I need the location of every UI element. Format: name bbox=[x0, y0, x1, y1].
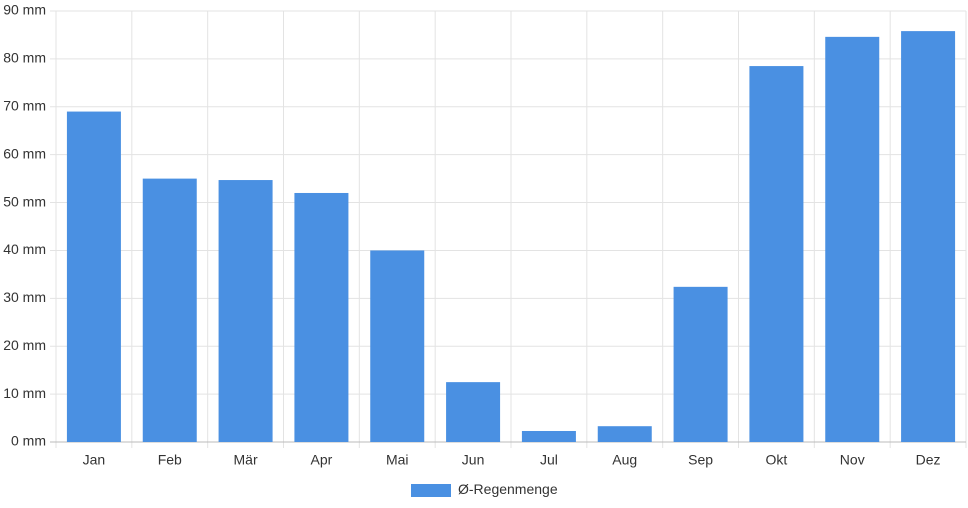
bar bbox=[218, 180, 273, 442]
y-tick-label: 0 mm bbox=[11, 433, 46, 449]
bar bbox=[446, 382, 501, 442]
x-tick-label: Feb bbox=[158, 452, 182, 468]
x-tick-label: Dez bbox=[916, 452, 941, 468]
y-tick-label: 40 mm bbox=[3, 241, 46, 257]
bar bbox=[370, 250, 425, 442]
bar bbox=[597, 426, 652, 442]
x-tick-label: Sep bbox=[688, 452, 713, 468]
bar bbox=[749, 66, 804, 443]
y-tick-label: 30 mm bbox=[3, 289, 46, 305]
legend-label: Ø-Regenmenge bbox=[458, 481, 558, 497]
x-tick-label: Mär bbox=[234, 452, 258, 468]
x-tick-label: Aug bbox=[612, 452, 637, 468]
y-tick-label: 70 mm bbox=[3, 97, 46, 113]
y-tick-label: 10 mm bbox=[3, 385, 46, 401]
y-tick-label: 80 mm bbox=[3, 50, 46, 66]
x-tick-label: Okt bbox=[766, 452, 788, 468]
bar bbox=[294, 192, 349, 442]
bar bbox=[825, 36, 880, 443]
bar bbox=[142, 178, 197, 442]
y-tick-label: 20 mm bbox=[3, 337, 46, 353]
y-tick-label: 90 mm bbox=[3, 2, 46, 18]
bar bbox=[521, 430, 576, 442]
legend-swatch bbox=[411, 484, 451, 497]
x-tick-label: Jul bbox=[540, 452, 558, 468]
x-tick-label: Jun bbox=[462, 452, 485, 468]
bar bbox=[901, 31, 956, 442]
y-tick-label: 60 mm bbox=[3, 145, 46, 161]
x-tick-label: Mai bbox=[386, 452, 409, 468]
y-tick-label: 50 mm bbox=[3, 193, 46, 209]
bar bbox=[66, 111, 121, 443]
bar bbox=[673, 286, 728, 442]
x-tick-label: Apr bbox=[311, 452, 333, 468]
x-tick-label: Jan bbox=[83, 452, 106, 468]
x-tick-label: Nov bbox=[840, 452, 865, 468]
